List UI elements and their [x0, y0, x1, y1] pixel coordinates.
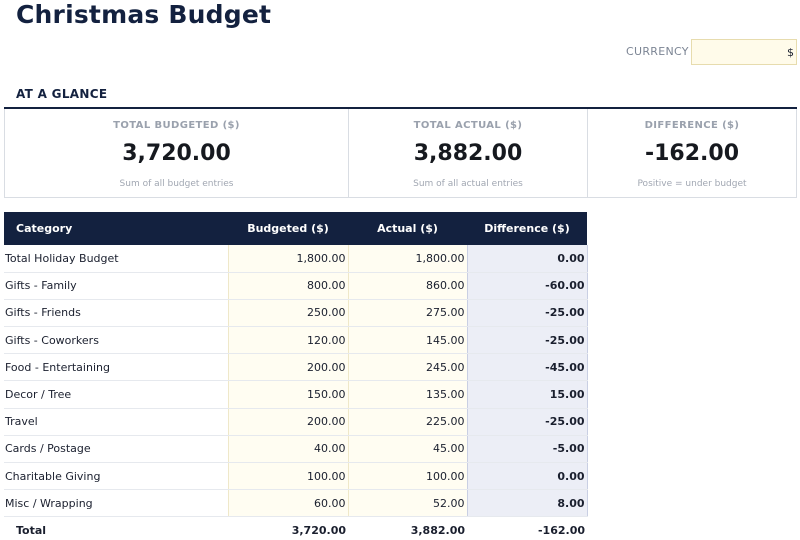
total-label: Total — [4, 516, 228, 540]
budget-table: Category Budgeted ($) Actual ($) Differe… — [4, 212, 588, 540]
currency-input[interactable] — [691, 39, 797, 65]
actual-cell[interactable]: 145.00 — [347, 326, 467, 355]
table-row: Gifts - Coworkers 120.00 145.00 -25.00 — [4, 326, 588, 355]
budgeted-cell[interactable]: 120.00 — [227, 326, 348, 355]
difference-cell: 15.00 — [466, 380, 588, 409]
column-header-budgeted: Budgeted ($) — [228, 212, 348, 245]
difference-cell: -25.00 — [466, 299, 588, 328]
actual-cell[interactable]: 135.00 — [347, 380, 467, 409]
budgeted-cell[interactable]: 200.00 — [227, 353, 348, 382]
actual-cell[interactable]: 275.00 — [347, 299, 467, 328]
difference-cell: 0.00 — [466, 245, 588, 273]
page-title: Christmas Budget — [16, 0, 272, 29]
total-budgeted: 3,720.00 — [228, 516, 348, 540]
card-value: 3,720.00 — [122, 141, 231, 166]
table-row: Total Holiday Budget 1,800.00 1,800.00 0.00 — [4, 245, 588, 273]
card-label: DIFFERENCE ($) — [644, 120, 740, 131]
budgeted-cell[interactable]: 40.00 — [227, 435, 348, 464]
card-total-budgeted: TOTAL BUDGETED ($) 3,720.00 Sum of all b… — [5, 109, 349, 197]
total-actual: 3,882.00 — [348, 516, 467, 540]
table-row: Misc / Wrapping 60.00 52.00 8.00 — [4, 489, 588, 518]
table-total-row: Total 3,720.00 3,882.00 -162.00 — [4, 516, 587, 540]
column-header-difference: Difference ($) — [467, 212, 587, 245]
summary-cards: TOTAL BUDGETED ($) 3,720.00 Sum of all b… — [4, 109, 797, 198]
table-row: Gifts - Friends 250.00 275.00 -25.00 — [4, 299, 588, 328]
actual-cell[interactable]: 45.00 — [347, 435, 467, 464]
section-divider — [4, 107, 797, 109]
actual-cell[interactable]: 52.00 — [347, 489, 467, 518]
table-row: Gifts - Family 800.00 860.00 -60.00 — [4, 272, 588, 300]
budgeted-cell[interactable]: 60.00 — [227, 489, 348, 518]
category-cell: Gifts - Family — [4, 272, 228, 300]
budgeted-cell[interactable]: 100.00 — [227, 462, 348, 491]
category-cell: Travel — [4, 408, 228, 436]
budgeted-cell[interactable]: 150.00 — [227, 380, 348, 409]
card-label: TOTAL BUDGETED ($) — [113, 120, 240, 131]
difference-cell: -25.00 — [466, 408, 588, 436]
table-row: Travel 200.00 225.00 -25.00 — [4, 408, 588, 436]
category-cell: Decor / Tree — [4, 380, 228, 409]
column-header-category: Category — [4, 212, 228, 245]
card-label: TOTAL ACTUAL ($) — [413, 120, 523, 131]
budgeted-cell[interactable]: 800.00 — [227, 272, 348, 300]
card-value: 3,882.00 — [413, 141, 523, 166]
budgeted-cell[interactable]: 200.00 — [227, 408, 348, 436]
table-row: Cards / Postage 40.00 45.00 -5.00 — [4, 435, 588, 464]
difference-cell: 0.00 — [466, 462, 588, 491]
card-note: Sum of all budget entries — [119, 179, 234, 189]
actual-cell[interactable]: 245.00 — [347, 353, 467, 382]
category-cell: Charitable Giving — [4, 462, 228, 491]
actual-cell[interactable]: 225.00 — [347, 408, 467, 436]
category-cell: Cards / Postage — [4, 435, 228, 464]
difference-cell: -60.00 — [466, 272, 588, 300]
category-cell: Gifts - Coworkers — [4, 326, 228, 355]
table-row: Food - Entertaining 200.00 245.00 -45.00 — [4, 353, 588, 382]
actual-cell[interactable]: 860.00 — [347, 272, 467, 300]
card-note: Positive = under budget — [637, 179, 747, 189]
difference-cell: 8.00 — [466, 489, 588, 518]
table-header-row: Category Budgeted ($) Actual ($) Differe… — [4, 212, 587, 245]
difference-cell: -45.00 — [466, 353, 588, 382]
difference-cell: -5.00 — [466, 435, 588, 464]
section-heading: AT A GLANCE — [16, 87, 108, 101]
total-difference: -162.00 — [467, 516, 587, 540]
category-cell: Food - Entertaining — [4, 353, 228, 382]
category-cell: Misc / Wrapping — [4, 489, 228, 518]
card-note: Sum of all actual entries — [413, 179, 523, 189]
actual-cell[interactable]: 100.00 — [347, 462, 467, 491]
table-row: Charitable Giving 100.00 100.00 0.00 — [4, 462, 588, 491]
table-row: Decor / Tree 150.00 135.00 15.00 — [4, 380, 588, 409]
card-difference: DIFFERENCE ($) -162.00 Positive = under … — [588, 109, 797, 197]
category-cell: Gifts - Friends — [4, 299, 228, 328]
column-header-actual: Actual ($) — [348, 212, 467, 245]
category-cell: Total Holiday Budget — [4, 245, 228, 273]
budgeted-cell[interactable]: 250.00 — [227, 299, 348, 328]
actual-cell[interactable]: 1,800.00 — [347, 245, 467, 273]
card-value: -162.00 — [644, 141, 740, 166]
budgeted-cell[interactable]: 1,800.00 — [227, 245, 348, 273]
currency-label: CURRENCY — [626, 45, 689, 58]
difference-cell: -25.00 — [466, 326, 588, 355]
card-total-actual: TOTAL ACTUAL ($) 3,882.00 Sum of all act… — [349, 109, 588, 197]
